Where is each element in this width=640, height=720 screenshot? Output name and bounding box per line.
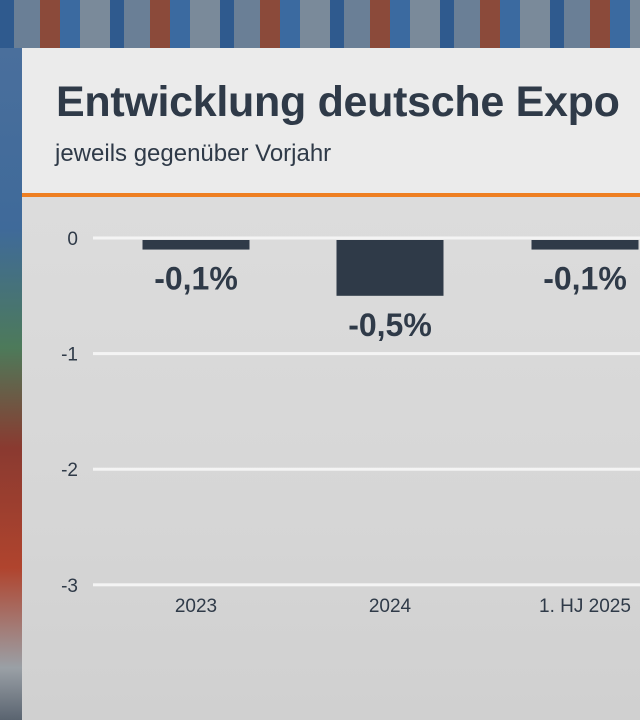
x-tick-label: 2024 xyxy=(369,596,412,617)
bar xyxy=(142,240,250,250)
data-label: -0,5% xyxy=(348,307,432,343)
x-tick-label: 1. HJ 2025 xyxy=(539,596,631,617)
gridline xyxy=(93,236,640,240)
x-tick-label: 2023 xyxy=(175,596,217,617)
data-label: -0,1% xyxy=(154,261,238,297)
bar xyxy=(336,240,444,296)
chart-header: Entwicklung deutsche Expo jeweils gegenü… xyxy=(22,48,640,193)
chart-subtitle: jeweils gegenüber Vorjahr xyxy=(55,140,332,167)
y-tick-label: 0 xyxy=(67,229,78,250)
y-tick-label: -1 xyxy=(61,345,78,366)
chart-panel: Entwicklung deutsche Expo jeweils gegenü… xyxy=(22,48,640,720)
accent-divider xyxy=(22,193,640,197)
y-tick-label: -3 xyxy=(61,576,78,597)
background-photo-left xyxy=(0,48,22,720)
y-tick-label: -2 xyxy=(61,460,78,481)
gridline xyxy=(93,352,640,356)
plot-area xyxy=(22,197,640,720)
bar xyxy=(531,240,639,250)
background-photo-top xyxy=(0,0,640,48)
chart-title: Entwicklung deutsche Expo xyxy=(56,78,620,126)
gridline xyxy=(93,467,640,471)
data-label: -0,1% xyxy=(543,261,627,297)
gridline xyxy=(93,583,640,587)
